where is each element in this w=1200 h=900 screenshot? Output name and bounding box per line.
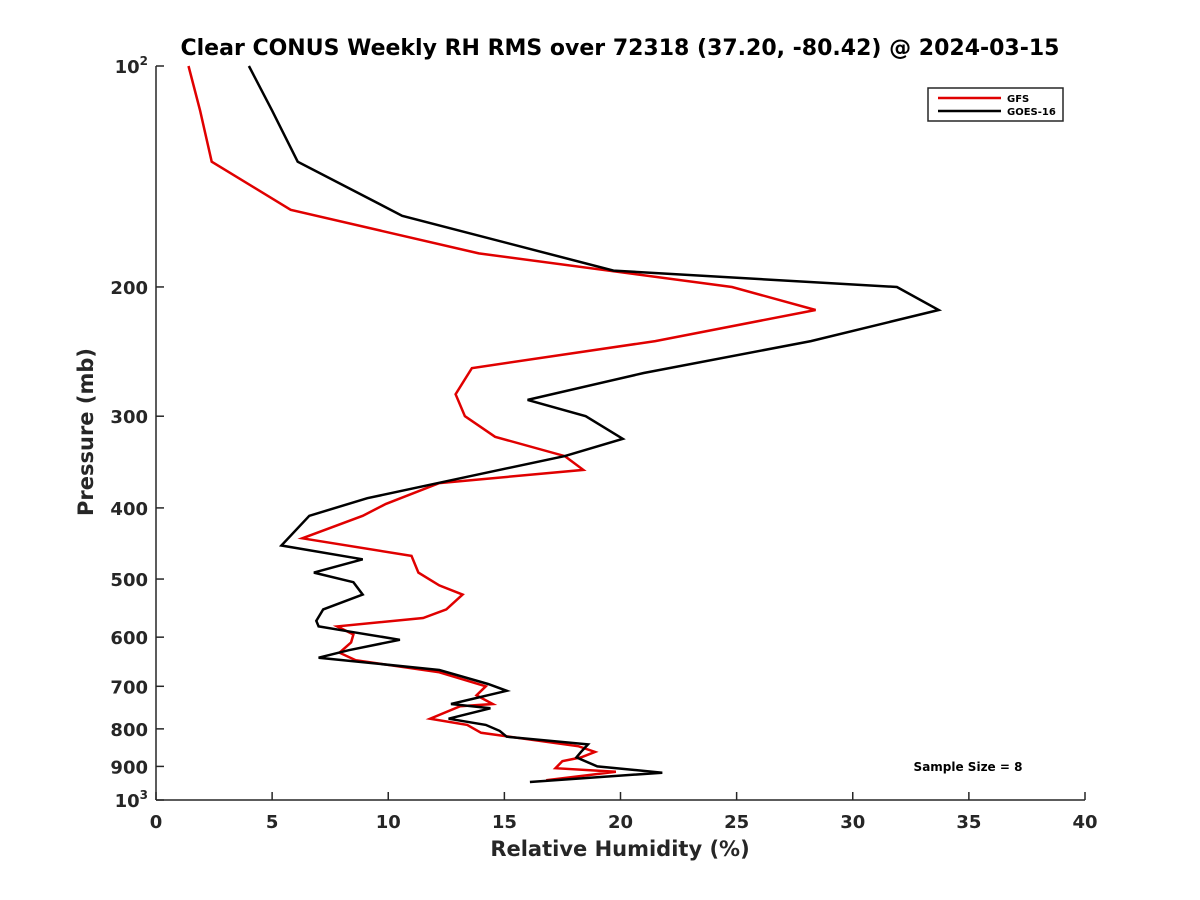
y-tick-label: 200 xyxy=(110,278,148,299)
plot-area: 0 5 10 15 20 25 30 35 40 102 200 300 400 500 600 700 800… xyxy=(110,54,1097,833)
y-axis-label: Pressure (mb) xyxy=(74,348,98,516)
y-tick-label: 103 xyxy=(115,788,148,812)
x-tick-label: 0 xyxy=(150,812,163,833)
x-axis-label: Relative Humidity (%) xyxy=(490,837,749,861)
y-tick-label: 102 xyxy=(115,54,148,78)
x-tick-label: 5 xyxy=(266,812,279,833)
y-tick-label: 800 xyxy=(110,720,148,741)
legend-label-goes-16: GOES-16 xyxy=(1007,107,1056,118)
x-tick-label: 20 xyxy=(608,812,633,833)
series-line-gfs xyxy=(187,65,816,782)
legend-label-gfs: GFS xyxy=(1007,94,1029,105)
x-tick-label: 25 xyxy=(724,812,749,833)
y-tick-label: 400 xyxy=(110,499,148,520)
y-tick-label: 900 xyxy=(110,757,148,778)
legend: GFS GOES-16 xyxy=(927,87,1064,122)
legend-box xyxy=(927,87,1064,122)
y-tick-label: 600 xyxy=(110,628,148,649)
series-line-goes-16 xyxy=(247,65,943,784)
x-tick-label: 40 xyxy=(1072,812,1097,833)
y-tick-label: 500 xyxy=(110,570,148,591)
y-tick-label: 300 xyxy=(110,407,148,428)
x-tick-label: 10 xyxy=(376,812,401,833)
chart-title: Clear CONUS Weekly RH RMS over 72318 (37… xyxy=(181,36,1060,61)
x-tick-label: 30 xyxy=(840,812,865,833)
sample-size-annotation: Sample Size = 8 xyxy=(914,760,1023,774)
y-tick-label: 700 xyxy=(110,677,148,698)
x-tick-label: 15 xyxy=(492,812,517,833)
x-tick-label: 35 xyxy=(956,812,981,833)
